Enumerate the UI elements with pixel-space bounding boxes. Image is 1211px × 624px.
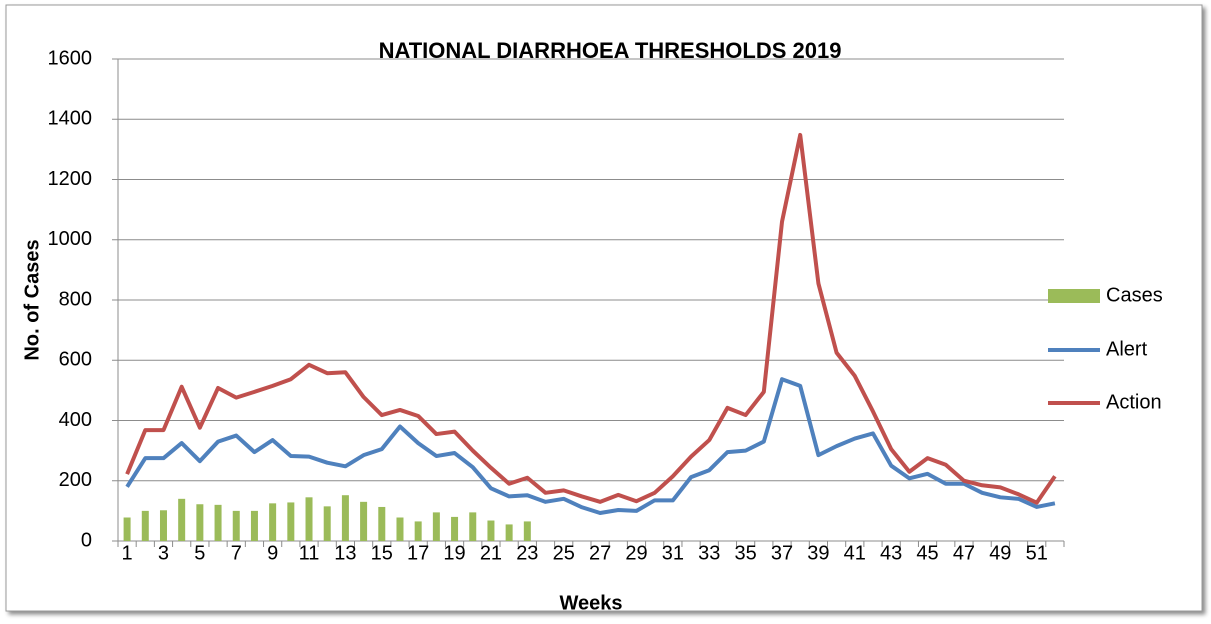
x-tick-label: 29 <box>625 542 647 564</box>
x-tick-label: 41 <box>844 542 866 564</box>
bar <box>523 521 531 541</box>
bar <box>232 510 240 541</box>
bar <box>505 524 513 541</box>
x-tick-label: 17 <box>407 542 429 564</box>
x-tick-label: 39 <box>807 542 829 564</box>
bar <box>159 510 167 541</box>
x-tick-label: 35 <box>735 542 757 564</box>
bar <box>269 503 277 541</box>
bar <box>305 497 313 541</box>
legend-label: Cases <box>1106 284 1163 306</box>
y-tick-label: 1600 <box>48 47 93 69</box>
bar <box>451 516 459 541</box>
x-tick-label: 13 <box>334 542 356 564</box>
bar <box>323 506 331 541</box>
chart-frame <box>5 4 1203 612</box>
y-tick-label: 600 <box>59 349 92 371</box>
bar <box>378 506 386 541</box>
bar <box>250 510 258 541</box>
x-tick-label: 27 <box>589 542 611 564</box>
bar <box>123 517 131 541</box>
bar <box>287 502 295 541</box>
bar <box>214 504 222 541</box>
bar <box>141 510 149 541</box>
x-tick-label: 7 <box>231 542 242 564</box>
bar <box>469 512 477 541</box>
x-tick-label: 15 <box>371 542 393 564</box>
y-tick-label: 400 <box>59 409 92 431</box>
bar <box>396 517 404 541</box>
bar <box>487 520 495 541</box>
bar <box>196 504 204 541</box>
x-tick-label: 19 <box>443 542 465 564</box>
y-tick-label: 1400 <box>48 108 93 130</box>
x-tick-label: 23 <box>516 542 538 564</box>
bar <box>178 498 186 541</box>
x-tick-label: 11 <box>299 542 320 564</box>
y-tick-label: 200 <box>59 469 92 491</box>
legend-label: Alert <box>1106 338 1148 360</box>
y-tick-label: 1200 <box>48 168 93 190</box>
y-tick-label: 1000 <box>48 228 93 250</box>
x-tick-label: 21 <box>480 542 502 564</box>
x-tick-label: 3 <box>158 542 169 564</box>
x-tick-label: 49 <box>989 542 1011 564</box>
line-series <box>125 132 1057 505</box>
bar <box>432 512 440 541</box>
x-tick-label: 33 <box>698 542 720 564</box>
bar <box>360 501 368 541</box>
y-tick-label: 0 <box>81 529 92 551</box>
y-tick-label: 800 <box>59 288 92 310</box>
legend-swatch <box>1048 289 1100 303</box>
y-axis-title: No. of Cases <box>21 239 43 360</box>
x-tick-label: 51 <box>1026 542 1048 564</box>
x-tick-label: 37 <box>771 542 793 564</box>
x-tick-label: 31 <box>662 542 684 564</box>
x-tick-label: 45 <box>916 542 938 564</box>
x-tick-label: 25 <box>553 542 575 564</box>
x-tick-label: 47 <box>953 542 975 564</box>
line-series <box>125 377 1056 515</box>
x-tick-label: 43 <box>880 542 902 564</box>
x-tick-label: 9 <box>267 542 278 564</box>
x-tick-label: 1 <box>122 542 133 564</box>
bar <box>414 521 422 541</box>
bar <box>341 495 349 541</box>
x-axis-title: Weeks <box>559 592 622 614</box>
legend-label: Action <box>1106 391 1162 413</box>
x-tick-label: 5 <box>194 542 205 564</box>
